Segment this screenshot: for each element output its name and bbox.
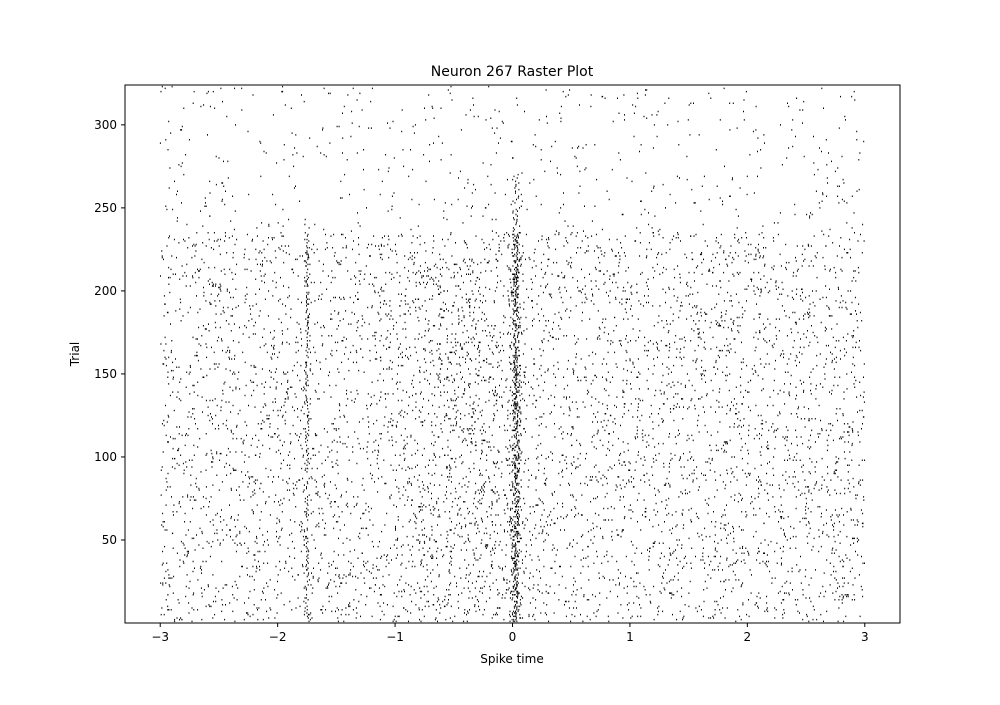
y-tick-label: 200 [94, 284, 117, 298]
y-tick-label: 50 [102, 533, 117, 547]
x-tick-label: 2 [744, 630, 752, 644]
y-axis: 50 100 150 200 250 300 [94, 118, 125, 547]
x-axis-label: Spike time [480, 652, 543, 666]
chart-title: Neuron 267 Raster Plot [431, 64, 594, 80]
spike-markers [159, 85, 866, 623]
y-tick-label: 100 [94, 450, 117, 464]
y-axis-label: Trial [68, 342, 82, 368]
x-axis: −3 −2 −1 0 1 2 3 [151, 623, 869, 644]
y-tick-label: 250 [94, 201, 117, 215]
spike-tick-path [159, 85, 866, 623]
y-tick-label: 300 [94, 118, 117, 132]
y-tick-label: 150 [94, 367, 117, 381]
x-tick-label: 3 [861, 630, 869, 644]
x-tick-label: 1 [626, 630, 634, 644]
x-tick-label: −2 [269, 630, 287, 644]
x-tick-label: −3 [151, 630, 169, 644]
x-tick-label: −1 [386, 630, 404, 644]
x-tick-label: 0 [509, 630, 517, 644]
